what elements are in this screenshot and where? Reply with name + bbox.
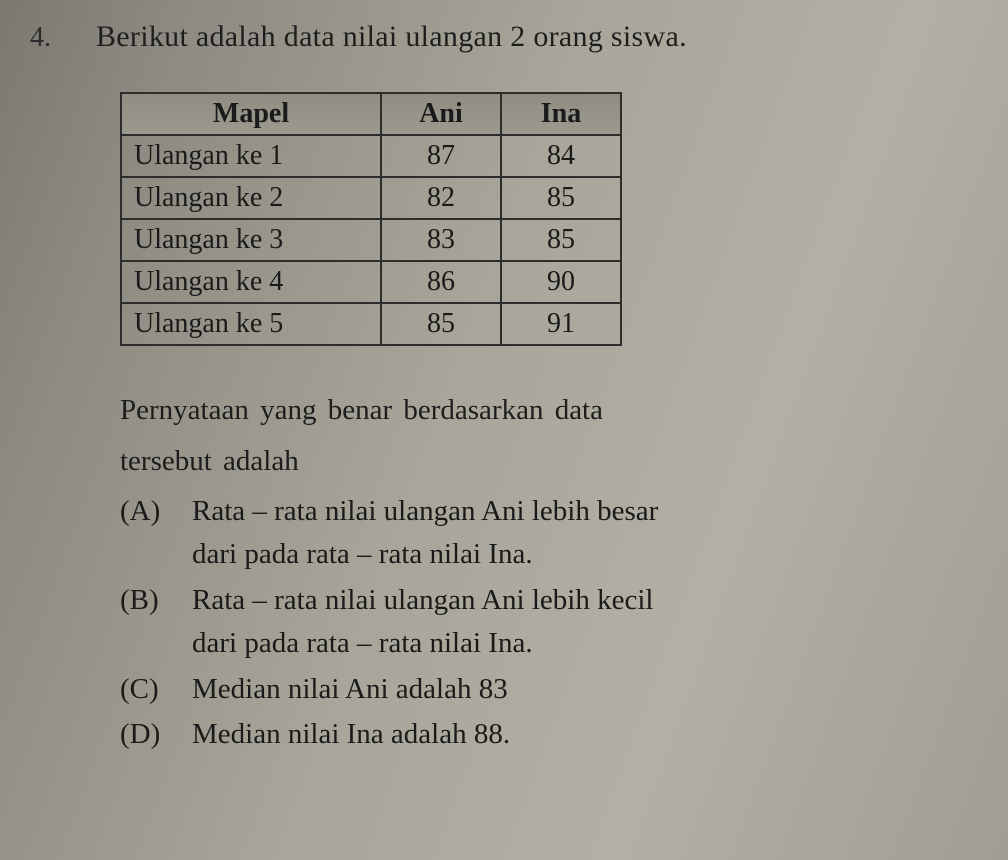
row-label: Ulangan ke 2 bbox=[121, 177, 381, 219]
option-text: Median nilai Ina adalah 88. bbox=[192, 713, 948, 757]
table-row: Ulangan ke 2 82 85 bbox=[121, 177, 621, 219]
scores-table: Mapel Ani Ina Ulangan ke 1 87 84 Ulangan… bbox=[120, 92, 622, 346]
question-number: 4. bbox=[30, 22, 56, 54]
row-val-ina: 85 bbox=[501, 177, 621, 219]
row-val-ina: 85 bbox=[501, 219, 621, 261]
row-val-ani: 86 bbox=[381, 261, 501, 303]
table-row: Ulangan ke 4 86 90 bbox=[121, 261, 621, 303]
row-label: Ulangan ke 4 bbox=[121, 261, 381, 303]
row-val-ina: 84 bbox=[501, 135, 621, 177]
row-val-ani: 85 bbox=[381, 303, 501, 345]
option-letter: (C) bbox=[120, 668, 176, 712]
table-row: Ulangan ke 1 87 84 bbox=[121, 135, 621, 177]
statement-line2: tersebut adalah bbox=[120, 439, 948, 484]
row-label: Ulangan ke 3 bbox=[121, 219, 381, 261]
question-text: Berikut adalah data nilai ulangan 2 oran… bbox=[96, 20, 687, 54]
option-letter: (A) bbox=[120, 490, 176, 534]
option-b: (B) Rata – rata nilai ulangan Ani lebih … bbox=[120, 579, 948, 666]
table-row: Ulangan ke 5 85 91 bbox=[121, 303, 621, 345]
col-header-ani: Ani bbox=[381, 93, 501, 135]
table-row: Ulangan ke 3 83 85 bbox=[121, 219, 621, 261]
option-text: Rata – rata nilai ulangan Ani lebih keci… bbox=[192, 579, 948, 666]
option-line2: dari pada rata – rata nilai Ina. bbox=[192, 533, 948, 577]
col-header-ina: Ina bbox=[501, 93, 621, 135]
row-label: Ulangan ke 1 bbox=[121, 135, 381, 177]
option-line1: Rata – rata nilai ulangan Ani lebih keci… bbox=[192, 584, 653, 616]
row-val-ina: 91 bbox=[501, 303, 621, 345]
option-line1: Rata – rata nilai ulangan Ani lebih besa… bbox=[192, 495, 658, 527]
option-text: Median nilai Ani adalah 83 bbox=[192, 668, 948, 712]
option-line1: Median nilai Ina adalah 88. bbox=[192, 718, 510, 750]
question-content: Mapel Ani Ina Ulangan ke 1 87 84 Ulangan… bbox=[120, 92, 948, 757]
row-val-ani: 87 bbox=[381, 135, 501, 177]
option-d: (D) Median nilai Ina adalah 88. bbox=[120, 713, 948, 757]
col-header-mapel: Mapel bbox=[121, 93, 381, 135]
option-line1: Median nilai Ani adalah 83 bbox=[192, 673, 508, 705]
option-letter: (B) bbox=[120, 579, 176, 623]
row-val-ina: 90 bbox=[501, 261, 621, 303]
option-text: Rata – rata nilai ulangan Ani lebih besa… bbox=[192, 490, 948, 577]
option-a: (A) Rata – rata nilai ulangan Ani lebih … bbox=[120, 490, 948, 577]
row-val-ani: 83 bbox=[381, 219, 501, 261]
table-header-row: Mapel Ani Ina bbox=[121, 93, 621, 135]
option-line2: dari pada rata – rata nilai Ina. bbox=[192, 622, 948, 666]
row-val-ani: 82 bbox=[381, 177, 501, 219]
statement-line1: Pernyataan yang benar berdasarkan data bbox=[120, 388, 948, 433]
question-row: 4. Berikut adalah data nilai ulangan 2 o… bbox=[30, 20, 948, 54]
answer-options: (A) Rata – rata nilai ulangan Ani lebih … bbox=[120, 490, 948, 757]
option-c: (C) Median nilai Ani adalah 83 bbox=[120, 668, 948, 712]
row-label: Ulangan ke 5 bbox=[121, 303, 381, 345]
exam-page: 4. Berikut adalah data nilai ulangan 2 o… bbox=[30, 20, 948, 757]
option-letter: (D) bbox=[120, 713, 176, 757]
